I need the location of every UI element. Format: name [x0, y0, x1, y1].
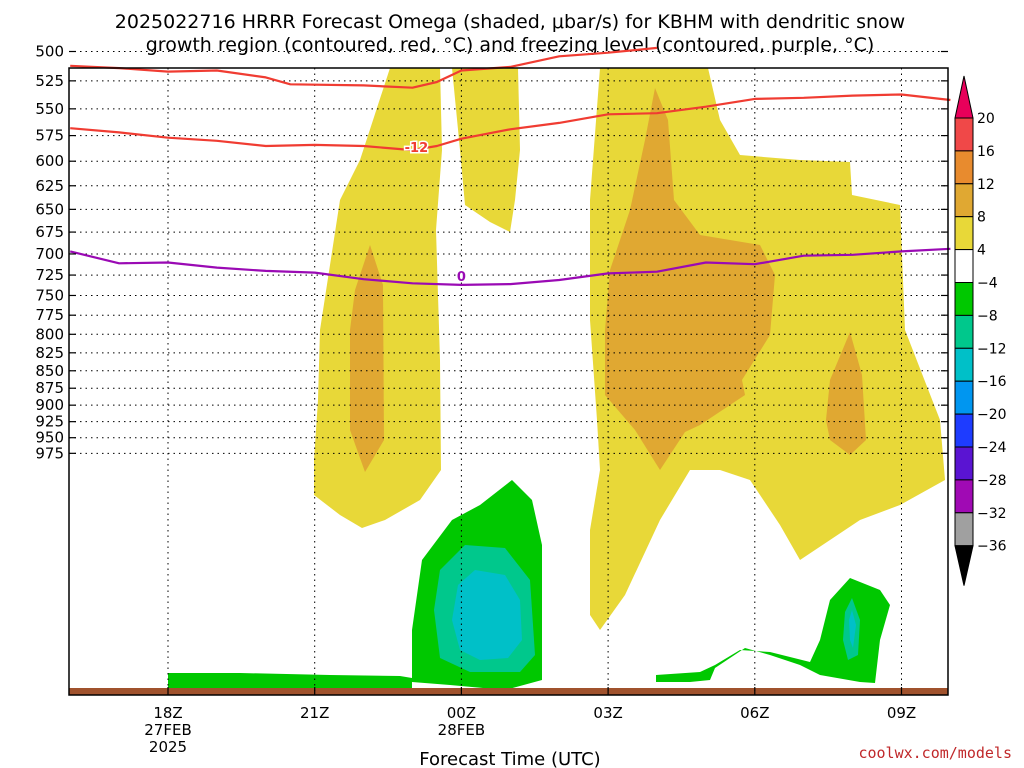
colorbar: 20 16 12 8 4 −4 −8 −12 −16 −20 −24 −28 −32 −36 — [954, 75, 1007, 586]
downward-motion-core-2 — [452, 570, 522, 660]
colorbar-label: 4 — [977, 243, 986, 259]
colorbar-label: 16 — [977, 144, 995, 160]
colorbar-label: −36 — [977, 539, 1007, 555]
colorbar-label: −32 — [977, 506, 1007, 522]
downward-motion-core-4 — [849, 610, 856, 648]
y-tick-label: 550 — [35, 100, 64, 118]
colorbar-swatch — [954, 446, 974, 481]
colorbar-label: −24 — [977, 440, 1007, 456]
x-tick-label: 21Z — [300, 704, 329, 722]
y-tick-label: 525 — [35, 72, 64, 90]
colorbar-label: −4 — [977, 276, 998, 292]
x-tick-label: 00Z — [447, 704, 476, 722]
colorbar-swatch — [954, 117, 974, 152]
colorbar-bottom-arrow — [954, 545, 974, 586]
contour-line-3 — [69, 247, 951, 286]
x-tick-label: 03Z — [593, 704, 622, 722]
grid-lines — [69, 51, 948, 695]
y-tick-label: 925 — [35, 413, 64, 431]
y-tick-label: 575 — [35, 127, 64, 145]
chart-title-line2: growth region (contoured, red, °C) and f… — [146, 34, 875, 56]
colorbar-swatch — [954, 150, 974, 185]
colorbar-swatch — [954, 413, 974, 448]
y-tick-label: 725 — [35, 266, 64, 284]
upward-motion-area-2 — [452, 68, 520, 232]
y-tick-label: 975 — [35, 444, 64, 462]
colorbar-label: −8 — [977, 308, 998, 324]
colorbar-swatch — [954, 282, 974, 316]
colorbar-swatch — [954, 249, 974, 284]
colorbar-swatch — [954, 479, 974, 514]
y-axis: 5005255505756006256506757007257507758008… — [35, 43, 948, 462]
downward-motion-area-3 — [656, 578, 890, 683]
chart-title-line1: 2025022716 HRRR Forecast Omega (shaded, … — [115, 11, 905, 33]
y-tick-label: 875 — [35, 379, 64, 397]
colorbar-label: −16 — [977, 374, 1007, 390]
y-tick-label: 825 — [35, 344, 64, 362]
downward-motion-area-2 — [168, 673, 412, 688]
upward-motion-core-2 — [605, 88, 775, 470]
y-tick-label: 625 — [35, 177, 64, 195]
x-tick-label: 2025 — [149, 738, 187, 756]
x-tick-label: 06Z — [740, 704, 769, 722]
colorbar-label: 8 — [977, 210, 986, 226]
y-tick-label: 600 — [35, 152, 64, 170]
contour-label: -12 — [405, 141, 429, 156]
y-tick-label: 750 — [35, 286, 64, 304]
upward-motion-core-1 — [350, 245, 384, 472]
omega-shading — [168, 68, 945, 690]
x-tick-label: 18Z — [153, 704, 182, 722]
colorbar-label: 12 — [977, 177, 995, 193]
y-tick-label: 850 — [35, 362, 64, 380]
colorbar-swatch — [954, 512, 974, 547]
contour-line-2 — [70, 46, 658, 89]
colorbar-swatch — [954, 216, 974, 251]
colorbar-swatch — [954, 314, 974, 349]
x-tick-label: 28FEB — [438, 721, 485, 739]
y-tick-label: 775 — [35, 306, 64, 324]
upward-motion-core-3 — [826, 332, 866, 455]
x-tick-label: 09Z — [887, 704, 916, 722]
colorbar-label: −28 — [977, 473, 1007, 489]
x-tick-label: 27FEB — [144, 721, 191, 739]
y-tick-label: 800 — [35, 325, 64, 343]
y-tick-label: 500 — [35, 43, 64, 61]
ground-strip — [69, 688, 948, 695]
colorbar-swatch — [954, 183, 974, 218]
contour-line-1 — [70, 93, 951, 152]
colorbar-label: −20 — [977, 407, 1007, 423]
y-tick-label: 900 — [35, 396, 64, 414]
colorbar-label: −12 — [977, 341, 1007, 357]
colorbar-swatch — [954, 347, 974, 382]
colorbar-swatch — [954, 380, 974, 415]
y-tick-label: 650 — [35, 200, 64, 218]
y-tick-label: 950 — [35, 429, 64, 447]
plot-frame — [68, 67, 949, 696]
credit-link[interactable]: coolwx.com/models — [858, 744, 1012, 762]
colorbar-top-arrow — [954, 75, 974, 119]
x-axis-label: Forecast Time (UTC) — [419, 749, 600, 768]
contour-lines: -12 0 — [69, 46, 951, 286]
y-tick-label: 675 — [35, 223, 64, 241]
contour-label: 0 — [457, 270, 466, 285]
y-tick-label: 700 — [35, 245, 64, 263]
colorbar-label: 20 — [977, 111, 995, 127]
